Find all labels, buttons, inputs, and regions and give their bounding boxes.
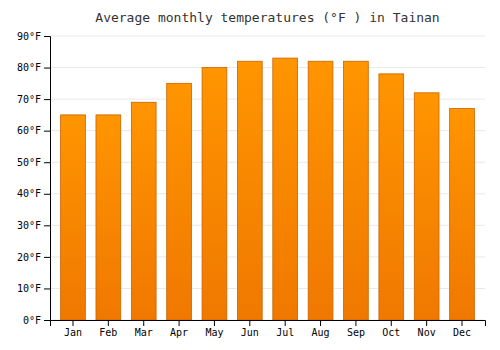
- tick-mark: [44, 257, 50, 258]
- tick-label: Jun: [241, 327, 259, 338]
- y-tick: 20°F: [17, 252, 50, 263]
- tick-mark: [44, 288, 50, 289]
- tick-mark: [44, 320, 50, 321]
- y-tick: 50°F: [17, 157, 50, 168]
- tick-label: Aug: [312, 327, 330, 338]
- tick-label: 90°F: [17, 31, 41, 42]
- tick-mark: [44, 68, 50, 69]
- grid-line: [50, 67, 485, 68]
- axis-line: [51, 321, 486, 327]
- tick-label: Dec: [453, 327, 471, 338]
- tick-mark: [355, 320, 356, 326]
- tick-label: Jan: [64, 327, 82, 338]
- x-tick: Sep: [347, 320, 365, 338]
- tick-label: 50°F: [17, 157, 41, 168]
- x-tick: Aug: [312, 320, 330, 338]
- chart-container: 0°F 10°F 20°F 30°F 40°F 50°F 60°F 70°F 80°F 90°F J…: [0, 0, 500, 350]
- x-tick: Feb: [99, 320, 117, 338]
- grid: [50, 36, 485, 320]
- y-tick: 0°F: [23, 315, 50, 326]
- tick-label: 40°F: [17, 188, 41, 199]
- y-tick: 80°F: [17, 62, 50, 73]
- tick-label: 0°F: [23, 315, 41, 326]
- x-tick: Oct: [382, 320, 400, 338]
- tick-mark: [44, 36, 50, 37]
- bar: [308, 61, 333, 320]
- bar: [237, 61, 262, 320]
- tick-label: Jul: [276, 327, 294, 338]
- y-axis: 0°F 10°F 20°F 30°F 40°F 50°F 60°F 70°F 80°F 90°F: [17, 31, 51, 326]
- tick-mark: [44, 225, 50, 226]
- axis-line: [44, 37, 51, 321]
- tick-label: May: [205, 327, 223, 338]
- tick-label: 10°F: [17, 283, 41, 294]
- tick-mark: [426, 320, 427, 326]
- tick-label: 20°F: [17, 252, 41, 263]
- x-tick: Jan: [64, 320, 82, 338]
- y-tick: 70°F: [17, 94, 50, 105]
- tick-label: 30°F: [17, 220, 41, 231]
- y-tick: 60°F: [17, 125, 50, 136]
- tick-label: Nov: [418, 327, 436, 338]
- bar: [202, 68, 227, 320]
- tick-label: 70°F: [17, 94, 41, 105]
- tick-mark: [44, 99, 50, 100]
- tick-mark: [285, 320, 286, 326]
- chart-svg: 0°F 10°F 20°F 30°F 40°F 50°F 60°F 70°F 80°F 90°F J…: [0, 0, 500, 350]
- tick-mark: [462, 320, 463, 326]
- tick-mark: [391, 320, 392, 326]
- bar: [167, 83, 192, 320]
- tick-mark: [44, 162, 50, 163]
- bar: [414, 93, 439, 320]
- y-tick: 30°F: [17, 220, 50, 231]
- y-tick: 40°F: [17, 188, 50, 199]
- bar: [450, 109, 475, 320]
- tick-mark: [249, 320, 250, 326]
- bar: [379, 74, 404, 320]
- x-tick: Nov: [418, 320, 436, 338]
- tick-label: Feb: [99, 327, 117, 338]
- tick-mark: [44, 194, 50, 195]
- x-axis: Jan Feb Mar Apr May Jun Jul Aug Sep Oct Nov Dec: [51, 320, 486, 338]
- bar: [96, 115, 121, 320]
- tick-mark: [214, 320, 215, 326]
- bar: [131, 102, 156, 320]
- tick-label: Sep: [347, 327, 365, 338]
- grid-line: [50, 36, 485, 37]
- tick-mark: [72, 320, 73, 326]
- tick-mark: [320, 320, 321, 326]
- tick-mark: [108, 320, 109, 326]
- x-tick: Mar: [135, 320, 153, 338]
- bar: [61, 115, 86, 320]
- tick-label: Mar: [135, 327, 153, 338]
- tick-label: 80°F: [17, 62, 41, 73]
- tick-mark: [179, 320, 180, 326]
- x-tick: May: [205, 320, 223, 338]
- y-tick: 10°F: [17, 283, 50, 294]
- bar: [273, 58, 298, 320]
- tick-mark: [44, 131, 50, 132]
- bar: [344, 61, 369, 320]
- x-tick: Jul: [276, 320, 294, 338]
- tick-mark: [143, 320, 144, 326]
- tick-label: 60°F: [17, 125, 41, 136]
- x-tick: Jun: [241, 320, 259, 338]
- bars: [61, 58, 475, 320]
- tick-label: Apr: [170, 327, 188, 338]
- x-tick: Apr: [170, 320, 188, 338]
- x-tick: Dec: [453, 320, 471, 338]
- tick-label: Oct: [382, 327, 400, 338]
- y-tick: 90°F: [17, 31, 50, 42]
- title: Average monthly temperatures (°F ) in Ta…: [95, 10, 439, 25]
